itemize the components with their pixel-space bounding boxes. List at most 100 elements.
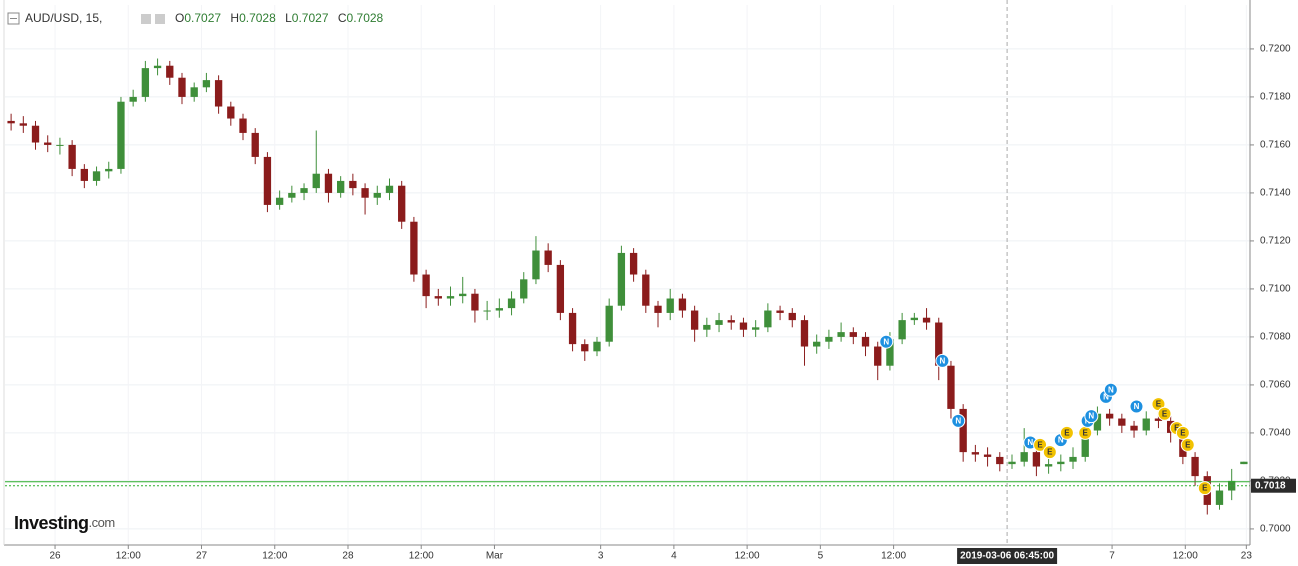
candle-body [1093, 413, 1102, 431]
candle-body [31, 125, 40, 143]
candle-body [434, 296, 442, 299]
event-marker[interactable]: E [1042, 445, 1057, 460]
ohlc-value: 0.7027 [292, 11, 329, 25]
candle-body [1020, 452, 1028, 462]
x-tick-label: 12:00 [735, 551, 760, 562]
candle-body [1118, 418, 1126, 426]
candle-body [642, 274, 650, 306]
event-marker[interactable]: E [1175, 425, 1190, 440]
event-label: N [1088, 412, 1094, 421]
event-marker[interactable]: E [1197, 481, 1212, 496]
candle-body [507, 298, 516, 309]
event-label: N [1108, 385, 1114, 394]
candle-body [166, 65, 174, 78]
ohlc-label: L [285, 11, 292, 25]
candle-body [1044, 464, 1053, 467]
candle-body [629, 252, 638, 275]
overlay: NNNNEENEENNNNNEEEEEE [5, 0, 1250, 545]
candle-body [1142, 418, 1150, 431]
candle-body [44, 142, 52, 145]
event-label: E [1156, 400, 1162, 409]
candle-body [56, 144, 64, 146]
ohlc-value: 0.7028 [239, 11, 276, 25]
candle-body [654, 305, 662, 313]
candle-body [92, 171, 101, 181]
candle-body [898, 320, 906, 340]
candle-body [275, 197, 284, 205]
event-marker[interactable]: E [1059, 425, 1074, 440]
candle-body [446, 296, 455, 299]
candle-body [849, 332, 857, 337]
event-dot [1157, 406, 1172, 421]
event-dot [1180, 437, 1195, 452]
event-label: N [883, 337, 889, 346]
candle-body [813, 341, 821, 347]
event-marker[interactable]: E [1033, 437, 1048, 452]
candle-body [459, 293, 467, 297]
candle-body [788, 312, 796, 321]
event-marker[interactable]: N [879, 334, 894, 349]
candle-body [300, 188, 308, 193]
candle-body [263, 156, 272, 205]
candle-body [605, 305, 613, 342]
y-tick-label: 0.7160 [1260, 140, 1291, 151]
candle-body [568, 312, 577, 345]
logo-suffix: .com [89, 515, 115, 530]
price-tag-label: 0.7018 [1255, 480, 1286, 491]
event-marker[interactable]: E [1078, 425, 1093, 440]
candle-body [1105, 413, 1114, 419]
y-tick-label: 0.7080 [1260, 332, 1291, 343]
candle-body [752, 327, 760, 330]
candle-body [19, 123, 27, 126]
candle-body [202, 80, 211, 88]
event-marker[interactable]: N [1129, 399, 1144, 414]
candle-body [361, 188, 369, 198]
candle-body [703, 324, 711, 330]
settings-icon[interactable] [141, 14, 151, 24]
event-marker[interactable]: N [1084, 409, 1099, 424]
event-label: N [1027, 438, 1033, 447]
candle-body [593, 341, 601, 352]
y-tick-label: 0.7000 [1260, 524, 1291, 535]
event-marker[interactable]: N [951, 413, 966, 428]
event-marker[interactable]: E [1180, 437, 1195, 452]
event-label: E [1162, 409, 1168, 418]
candle-body [556, 264, 565, 313]
ohlc-label: O [175, 11, 184, 25]
logo-main: Investing [14, 513, 89, 533]
event-label: N [1134, 402, 1140, 411]
candle-body [68, 144, 76, 169]
candle-body [544, 250, 552, 265]
candle-body [800, 320, 809, 347]
candle-body [471, 293, 479, 311]
collapse-icon[interactable] [7, 12, 20, 25]
candle-body [324, 173, 333, 193]
event-marker[interactable]: E [1157, 406, 1172, 421]
y-tick-label: 0.7180 [1260, 92, 1291, 103]
x-tick-label: 12:00 [1173, 551, 1198, 562]
x-tick-label: Mar [486, 551, 504, 562]
candle-body [288, 192, 296, 198]
chart-title: AUD/USD, 15, [25, 11, 102, 25]
candle-body [1081, 430, 1089, 457]
event-label: E [1064, 429, 1070, 438]
event-dot [1033, 437, 1048, 452]
candle-body [1069, 456, 1077, 462]
x-tick-label: 12:00 [262, 551, 287, 562]
crosshair-tag [957, 548, 1058, 564]
y-tick-label: 0.7140 [1260, 188, 1291, 199]
candle-body [1032, 452, 1041, 467]
x-tick-label: 26 [49, 551, 61, 562]
candle-body [715, 320, 723, 325]
x-tick-label: 5 [818, 551, 824, 562]
event-marker[interactable]: N [1103, 382, 1118, 397]
logo: Investing.com [14, 513, 115, 533]
candle-body [141, 68, 150, 97]
candle-body [617, 252, 626, 306]
ohlc-value: 0.7027 [184, 11, 221, 25]
candle-body [996, 456, 1004, 465]
event-marker[interactable]: N [935, 353, 950, 368]
candle-body [7, 120, 15, 124]
settings-icon[interactable] [155, 14, 165, 24]
